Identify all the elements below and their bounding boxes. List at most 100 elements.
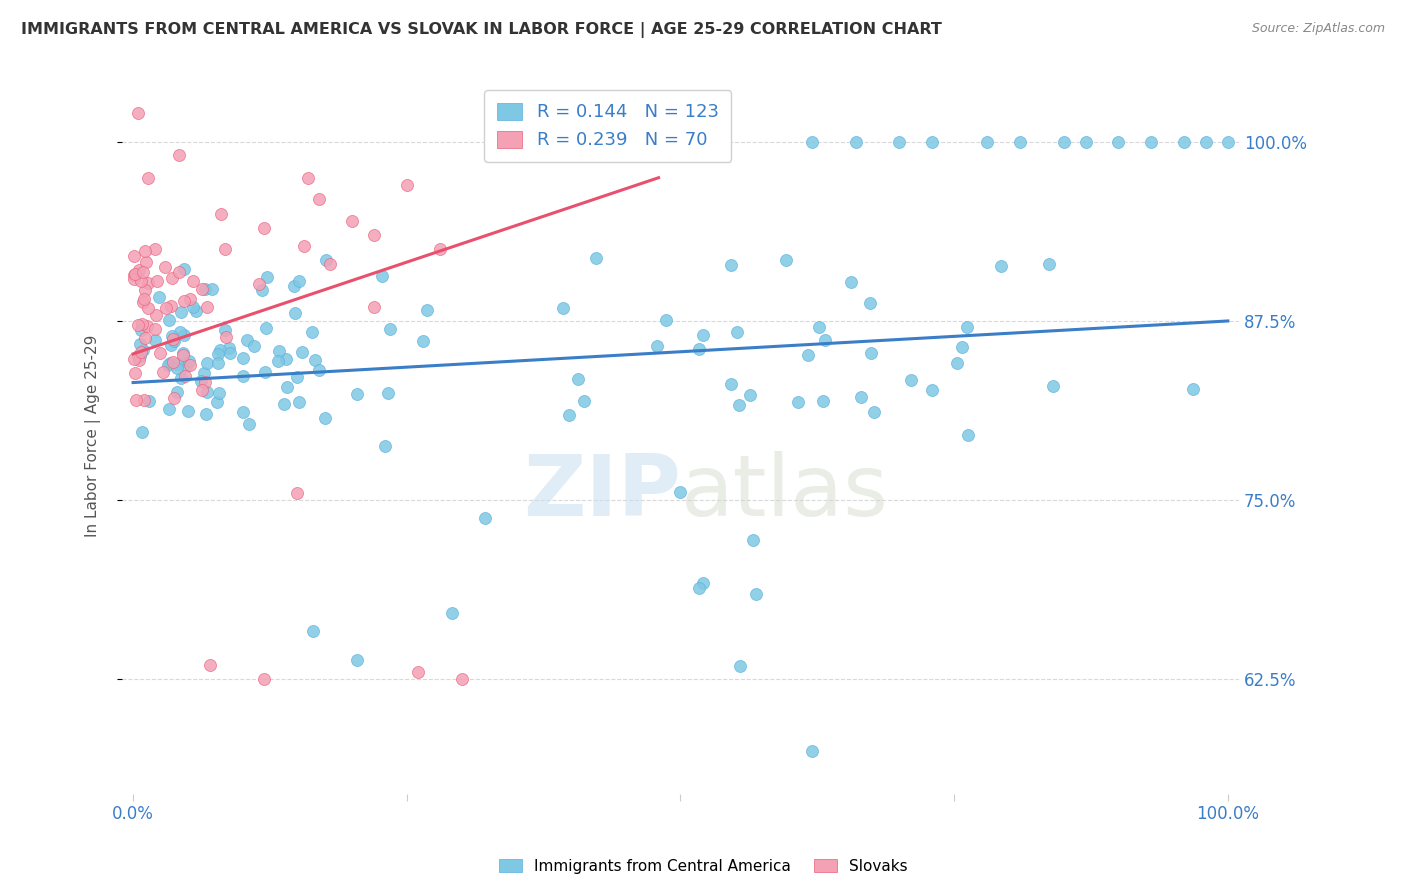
Point (371, 269, 394, 284)
Point (157, 401, 180, 416)
Point (585, 251, 607, 265)
Point (851, 390, 873, 404)
Point (395, 178, 418, 192)
Point (195, 300, 218, 314)
Point (149, 345, 172, 359)
Point (163, 391, 186, 405)
Point (308, 192, 330, 206)
Point (162, 354, 184, 368)
Point (284, 306, 307, 320)
Point (157, 358, 180, 372)
Point (956, 427, 979, 442)
Point (134, 331, 156, 345)
Point (179, 358, 201, 372)
Point (738, 388, 761, 402)
Point (136, 301, 159, 315)
Point (122, 249, 145, 263)
Point (167, 264, 190, 278)
Point (129, 323, 152, 337)
Point (218, 342, 240, 356)
Point (132, 343, 155, 357)
Point (159, 356, 181, 370)
Point (346, 653, 368, 667)
Point (129, 275, 152, 289)
Point (692, 576, 714, 591)
Text: Source: ZipAtlas.com: Source: ZipAtlas.com (1251, 22, 1385, 36)
Point (1052, 135, 1074, 149)
Point (160, 271, 183, 285)
Point (720, 377, 742, 392)
Point (786, 395, 808, 409)
Point (153, 260, 176, 275)
Point (976, 135, 998, 149)
Point (214, 323, 236, 337)
Point (132, 295, 155, 310)
Point (288, 274, 311, 288)
Point (775, 253, 797, 268)
Point (319, 257, 342, 271)
Point (1195, 135, 1218, 149)
Point (1181, 382, 1204, 396)
Point (236, 333, 259, 347)
Point (254, 321, 277, 335)
Point (198, 657, 221, 672)
Point (181, 274, 204, 288)
Point (363, 300, 385, 314)
Point (558, 409, 581, 423)
Point (215, 329, 238, 343)
Point (889, 135, 911, 149)
Point (291, 345, 314, 359)
Point (205, 394, 228, 409)
Point (742, 533, 765, 547)
Point (135, 255, 157, 269)
Point (166, 361, 188, 376)
Point (1042, 379, 1064, 393)
Point (285, 486, 308, 500)
Point (1038, 257, 1060, 271)
Point (921, 135, 943, 149)
Point (194, 282, 217, 296)
Point (813, 394, 835, 409)
Point (131, 425, 153, 439)
Point (267, 344, 290, 359)
Point (138, 394, 160, 409)
Point (176, 359, 198, 374)
Point (807, 319, 830, 334)
Text: ZIP: ZIP (523, 451, 681, 534)
Point (841, 275, 863, 289)
Point (745, 587, 768, 601)
Point (267, 353, 290, 368)
Point (346, 386, 368, 401)
Point (256, 269, 278, 284)
Point (160, 299, 183, 313)
Point (127, 106, 149, 120)
Point (128, 263, 150, 277)
Point (146, 274, 169, 288)
Point (157, 312, 180, 326)
Point (688, 342, 710, 356)
Point (243, 339, 266, 353)
Point (1216, 135, 1239, 149)
Point (173, 328, 195, 343)
Point (340, 213, 363, 227)
Point (129, 349, 152, 363)
Point (378, 322, 401, 336)
Point (950, 340, 973, 354)
Legend: Immigrants from Central America, Slovaks: Immigrants from Central America, Slovaks (492, 853, 914, 880)
Point (173, 293, 195, 308)
Point (294, 239, 316, 253)
Point (669, 485, 692, 500)
Point (122, 268, 145, 282)
Point (166, 385, 188, 400)
Point (152, 365, 174, 379)
Point (134, 292, 156, 306)
Point (125, 392, 148, 407)
Point (136, 277, 159, 291)
Point (214, 242, 236, 256)
Point (194, 407, 217, 421)
Point (194, 376, 217, 390)
Point (160, 329, 183, 343)
Point (122, 272, 145, 286)
Point (406, 665, 429, 679)
Point (273, 397, 295, 411)
